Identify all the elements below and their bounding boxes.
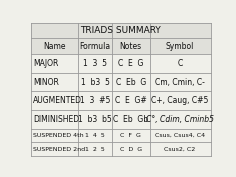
Text: Formula: Formula: [79, 42, 110, 51]
Bar: [31, 92, 211, 110]
Text: DIMINISHED: DIMINISHED: [33, 115, 79, 124]
Text: C  D  G: C D G: [120, 147, 142, 152]
Text: C: C: [177, 59, 183, 68]
Text: 1  b3  b5: 1 b3 b5: [78, 115, 112, 124]
Text: 1  3  #5: 1 3 #5: [80, 96, 110, 105]
Text: Cm, Cmin, C-: Cm, Cmin, C-: [155, 78, 205, 87]
Bar: [31, 129, 211, 142]
Bar: [31, 23, 211, 38]
Text: C  E  G#: C E G#: [115, 96, 147, 105]
Text: C+, Caug, C#5: C+, Caug, C#5: [152, 96, 209, 105]
Text: MAJOR: MAJOR: [33, 59, 59, 68]
Text: C  Eb  Gb: C Eb Gb: [113, 115, 148, 124]
Bar: [31, 73, 211, 92]
Text: MINOR: MINOR: [33, 78, 59, 87]
Text: C  E  G: C E G: [118, 59, 143, 68]
Text: 1  4  5: 1 4 5: [85, 133, 105, 138]
Text: SUSPENDED 2nd: SUSPENDED 2nd: [33, 147, 85, 152]
Text: Name: Name: [43, 42, 66, 51]
Text: Symbol: Symbol: [166, 42, 194, 51]
Text: Notes: Notes: [120, 42, 142, 51]
Text: TRIADS SUMMARY: TRIADS SUMMARY: [80, 26, 161, 35]
Bar: [31, 142, 211, 156]
Bar: [31, 110, 211, 129]
Text: AUGMENTED: AUGMENTED: [33, 96, 82, 105]
Text: 1  3  5: 1 3 5: [83, 59, 107, 68]
Text: 1  2  5: 1 2 5: [85, 147, 105, 152]
Bar: [31, 54, 211, 73]
Text: Csus, Csus4, C4: Csus, Csus4, C4: [155, 133, 205, 138]
Text: C  F  G: C F G: [120, 133, 141, 138]
Text: C°, Cdim, Cminb5: C°, Cdim, Cminb5: [146, 115, 214, 124]
Text: C  Eb  G: C Eb G: [116, 78, 146, 87]
Text: 1  b3  5: 1 b3 5: [80, 78, 110, 87]
Bar: [31, 38, 211, 54]
Text: Csus2, C2: Csus2, C2: [164, 147, 196, 152]
Text: SUSPENDED 4th: SUSPENDED 4th: [33, 133, 84, 138]
